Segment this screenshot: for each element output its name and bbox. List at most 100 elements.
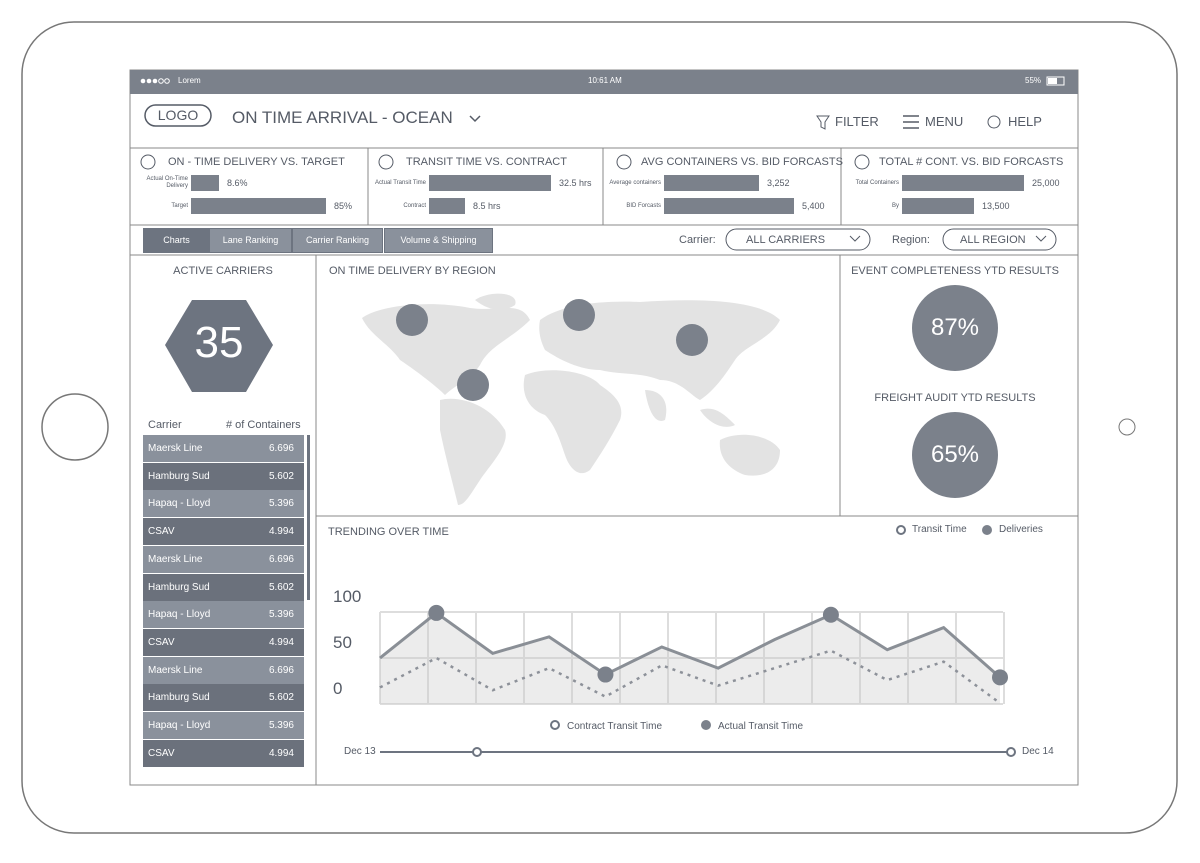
legend-marker [896,525,906,535]
kpi-title: TRANSIT TIME VS. CONTRACT [406,156,567,168]
home-button[interactable] [41,393,109,461]
nav-filter[interactable]: FILTER [835,114,879,129]
region-dropdown[interactable] [942,228,1057,251]
section-title: TRENDING OVER TIME [328,526,449,538]
help-icon [987,115,1001,129]
legend-marker [550,720,560,730]
carrier-name: Hamburg Sud [148,470,210,482]
filter-value[interactable]: ALL REGION [960,234,1026,246]
table-row[interactable]: CSAV 4.994 [143,518,304,546]
slider-end: Dec 14 [1022,746,1054,757]
point [428,604,445,621]
kpi-label: Target [171,202,188,209]
container-count: 6.696 [268,553,294,565]
tab[interactable]: Carrier Ranking [292,228,383,253]
legend-entry: Contract Transit Time [567,721,662,732]
kpi-label: Contract [403,202,426,209]
table-row[interactable]: Maersk Line 6.696 [143,435,304,462]
status-bar [130,70,1078,94]
event-circle [912,285,998,371]
section-title: FREIGHT AUDIT YTD RESULTS [874,392,1036,404]
filter-label: Region: [892,234,930,246]
point [992,669,1008,686]
panel-borders [130,147,1078,785]
logo: LOGO [157,107,199,123]
kpi-value: 5,400 [802,201,825,211]
container-count: 4.994 [268,747,294,759]
kpi-value: 8.5 hrs [473,201,501,211]
carrier-name: Hamburg Sud [148,581,210,593]
carrier-name: Maersk Line [148,664,203,676]
y-tick-label: 100 [333,587,361,606]
tab[interactable]: Volume & Shipping [384,228,493,253]
carrier-name: Hamburg Sud [148,692,210,704]
container-count: 4.994 [268,636,294,648]
kpi-value: 3,252 [767,178,790,188]
table-header: # of Containers [226,419,301,431]
freight-circle [912,412,998,498]
table-row[interactable]: Maersk Line 6.696 [143,545,304,573]
slider-knob[interactable] [1006,747,1016,757]
kpi-bar [902,175,1024,191]
table-row[interactable]: Hamburg Sud 5.602 [143,462,304,490]
container-count: 5.396 [268,720,294,731]
container-count: 5.602 [268,470,294,482]
y-tick-label: 0 [333,679,342,698]
kpi-label: Actual On-Time Delivery [146,176,188,189]
line-chart: 0 50 100 Contract Transit Time Actual Transi… [333,587,1008,732]
legend-marker [982,525,992,535]
menu-icon [903,115,919,129]
kpi-title: AVG CONTAINERS VS. BID FORCASTS [641,156,843,168]
legend-entry: Deliveries [999,524,1043,535]
battery: 55% [1025,76,1042,85]
world-map [362,293,780,505]
tab[interactable]: Lane Ranking [209,228,292,253]
nav-help[interactable]: HELP [1008,114,1042,129]
slider-knob[interactable] [472,747,482,757]
table-row[interactable]: Hapaq - Lloyd 5.396 [143,490,304,518]
table-row[interactable]: CSAV 4.994 [143,739,304,767]
region-markers [396,299,708,401]
carrier-name: Maersk Line [148,553,203,565]
table-row[interactable]: Hamburg Sud 5.602 [143,684,304,712]
filter-value[interactable]: ALL CARRIERS [746,234,826,246]
series-line [379,611,1001,679]
container-count: 5.396 [268,498,294,510]
point [822,606,839,623]
carrier-name: Hapaq - Lloyd [148,609,211,621]
container-count: 5.602 [268,692,294,704]
scrollbar[interactable] [307,435,310,600]
legend-marker [701,720,711,730]
title-chevron[interactable] [469,115,481,123]
carrier-hexagon [165,300,273,392]
table-row[interactable]: Maersk Line 6.696 [143,656,304,684]
container-count: 4.994 [268,526,294,538]
kpi-label: Average containers [609,179,661,186]
carrier-dropdown[interactable] [725,228,871,251]
kpi-value: 85% [334,201,353,211]
kpi-label: By [891,202,899,209]
kpi-value: 13,500 [982,201,1010,211]
table-row[interactable]: Hapaq - Lloyd 5.396 [143,712,304,739]
carrier-name: CSAV [148,747,175,759]
logo-box [144,104,212,127]
kpi-value: 32.5 hrs [559,178,592,188]
table-row[interactable]: Hamburg Sud 5.602 [143,573,304,601]
table-row[interactable]: CSAV 4.994 [143,628,304,656]
table-row[interactable]: Hapaq - Lloyd 5.396 [143,601,304,629]
kpi-bar [664,175,759,191]
kpi-bar [902,198,974,214]
nav-menu[interactable]: MENU [925,114,964,129]
container-count: 5.396 [268,609,294,621]
kpi-label: Total Containers [855,179,899,186]
kpi-bar [429,198,465,214]
tab[interactable]: Charts [143,228,210,253]
kpi-bar [191,198,326,214]
event-value: 87% [930,314,980,341]
page-title[interactable]: ON TIME ARRIVAL - OCEAN [232,108,453,127]
filter-icon [816,115,830,130]
carrier-count: 35 [194,318,244,367]
legend-entry: Actual Transit Time [718,721,803,732]
kpi-bar [429,175,551,191]
container-count: 6.696 [268,664,294,676]
